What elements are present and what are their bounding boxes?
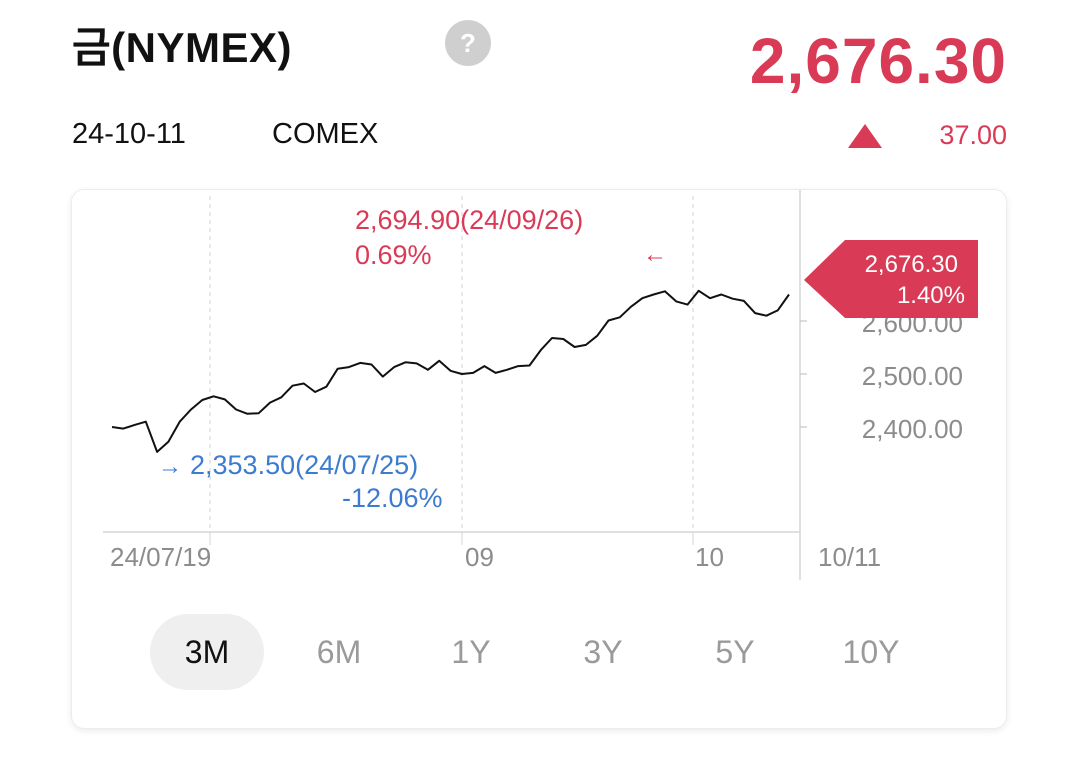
- current-price-label: 2,676.30: [865, 251, 958, 278]
- low-arrow-icon: →: [158, 453, 182, 480]
- up-triangle-icon: [848, 124, 882, 148]
- period-tabs: 3M 6M 1Y 3Y 5Y 10Y: [150, 614, 950, 690]
- current-percent-label: 1.40%: [897, 282, 965, 309]
- x-tick-label: 09: [465, 542, 494, 572]
- x-tick-label: 10: [695, 542, 724, 572]
- x-tick-label: 24/07/19: [110, 542, 211, 572]
- low-percent: -12.06%: [342, 483, 443, 513]
- price-change: 37.00: [939, 120, 1007, 150]
- exchange-name: COMEX: [272, 118, 379, 150]
- tab-3y[interactable]: 3Y: [583, 634, 623, 670]
- x-tick-label: 10/11: [818, 542, 881, 572]
- price-line-series: [111, 289, 790, 453]
- tab-1y[interactable]: 1Y: [451, 634, 491, 670]
- high-annotation: 2,694.90(24/09/26): [355, 205, 583, 235]
- high-percent: 0.69%: [355, 240, 432, 270]
- help-icon[interactable]: ?: [445, 20, 491, 66]
- high-arrow-icon: ←: [643, 241, 667, 268]
- tab-3m[interactable]: 3M: [150, 614, 264, 690]
- y-tick-label: 2,500.00: [862, 361, 963, 391]
- tab-5y[interactable]: 5Y: [715, 634, 755, 670]
- current-price: 2,676.30: [749, 25, 1007, 97]
- page-title: 금(NYMEX): [72, 24, 292, 71]
- quote-date: 24-10-11: [72, 118, 186, 150]
- current-price-marker: [804, 240, 978, 318]
- tab-10y[interactable]: 10Y: [842, 634, 900, 670]
- y-tick-label: 2,400.00: [862, 414, 963, 444]
- tab-6m[interactable]: 6M: [316, 634, 362, 670]
- low-annotation: 2,353.50(24/07/25): [190, 450, 418, 480]
